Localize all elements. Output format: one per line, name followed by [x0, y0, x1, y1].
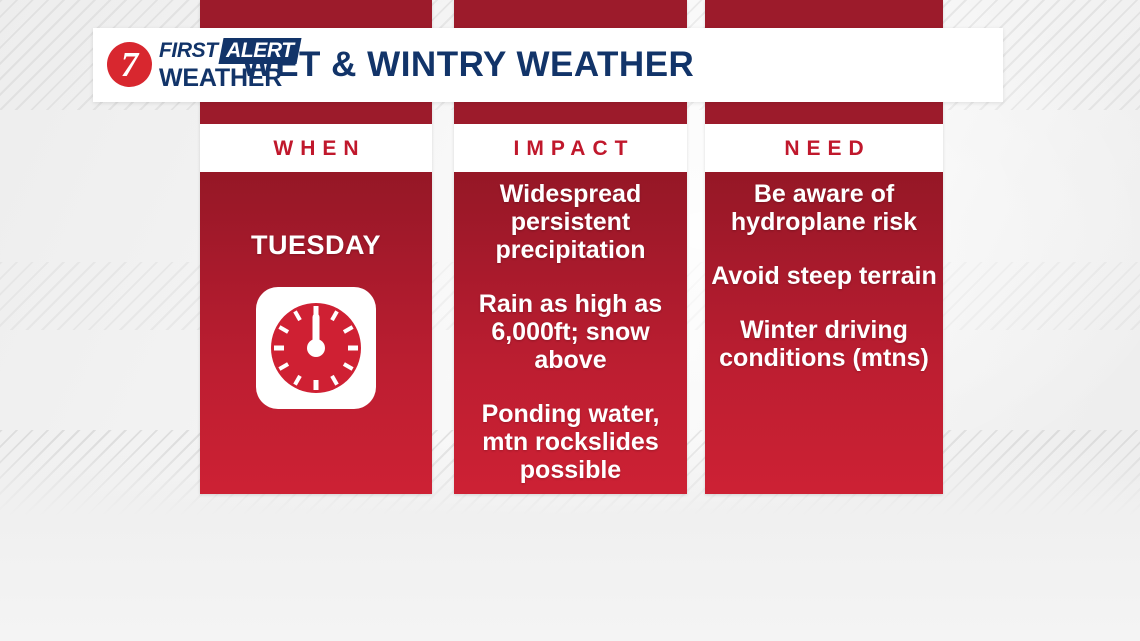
panel-when-header: WHEN — [200, 124, 432, 172]
impact-item: Ponding water, mtn rockslides possible — [481, 400, 660, 484]
panel-impact: IMPACT Widespread persistent precipitati… — [454, 0, 687, 494]
panel-impact-body: Widespread persistent precipitation Rain… — [454, 172, 687, 494]
panel-when-body: TUESDAY — [200, 172, 432, 494]
panel-when-header-label: WHEN — [273, 136, 366, 160]
logo-wordmark: FIRST ALERT WEATHER — [159, 37, 301, 92]
when-day-value: TUESDAY — [250, 230, 382, 260]
impact-item: Rain as high as 6,000ft; snow above — [478, 290, 663, 374]
impact-item: Widespread persistent precipitation — [495, 180, 646, 264]
logo-first-label: FIRST — [159, 39, 218, 62]
channel-roundel-icon — [107, 42, 152, 87]
page-title: WET & WINTRY WEATHER — [241, 45, 695, 84]
clock-icon — [256, 287, 376, 409]
need-item: Be aware of hydroplane risk — [730, 180, 918, 236]
logo-first-alert-row: FIRST ALERT — [159, 37, 301, 64]
panel-need-header-label: NEED — [784, 136, 871, 160]
logo-alert-label: ALERT — [225, 38, 294, 62]
need-item: Avoid steep terrain — [711, 262, 937, 290]
logo-alert-badge: ALERT — [218, 37, 301, 64]
panel-need-body: Be aware of hydroplane risk Avoid steep … — [705, 172, 943, 494]
title-banner: 7 FIRST ALERT WEATHER WET & WINTRY WEATH… — [93, 28, 1003, 102]
panel-when: WHEN TUESDAY — [200, 0, 432, 494]
panel-need-header: NEED — [705, 124, 943, 172]
panel-impact-header: IMPACT — [454, 124, 687, 172]
panel-impact-header-label: IMPACT — [513, 136, 635, 160]
need-item: Winter driving conditions (mtns) — [719, 316, 929, 372]
first-alert-weather-logo: 7 FIRST ALERT WEATHER — [107, 36, 301, 94]
panel-group: WHEN TUESDAY — [200, 0, 943, 494]
channel-number: 7 — [120, 45, 139, 84]
logo-weather-label: WEATHER — [159, 64, 283, 92]
